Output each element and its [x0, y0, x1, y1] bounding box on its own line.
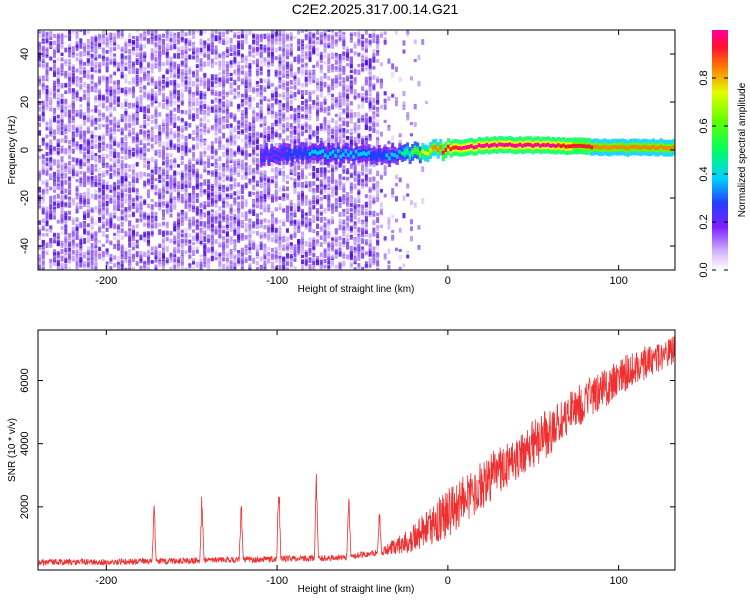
spectrogram-xtick-label: 100	[609, 275, 627, 287]
snr-xtick-label: -200	[95, 575, 117, 587]
spectrogram-noise	[38, 30, 428, 270]
snr-frame	[37, 329, 676, 571]
snr-ytick-label: 2000	[19, 495, 31, 519]
colorbar-tick-label: 0.4	[698, 166, 710, 181]
snr-plot: -200 -100 0 100 2000 4000 6000 Height of strai…	[7, 329, 676, 595]
snr-series-line	[38, 335, 675, 567]
chart-title: C2E2.2025.317.00.14.G21	[291, 1, 459, 17]
spectrogram-xtick-label: 0	[445, 275, 451, 287]
spectrogram-ytick-label: -40	[19, 238, 31, 254]
snr-xtick-label: -100	[266, 575, 288, 587]
snr-xtick-label: 100	[609, 575, 627, 587]
colorbar-label: Normalized spectral amplitude	[737, 82, 748, 217]
spectrogram-ylabel: Frequency (Hz)	[7, 116, 18, 185]
spectrogram-ytick-label: 20	[19, 96, 31, 108]
spectrogram-xtick-label: -200	[95, 275, 117, 287]
colorbar: 0.0 0.2 0.4 0.6 0.8 Normalized spectral ampl…	[698, 30, 748, 278]
spectrogram-ytick-label: 0	[19, 147, 31, 153]
spectrogram-xtick-label: -100	[266, 275, 288, 287]
colorbar-gradient	[712, 30, 728, 270]
snr-xlabel: Height of straight line (km)	[298, 584, 415, 595]
snr-ylabel: SNR (10 * v/v)	[7, 418, 18, 482]
colorbar-tick-label: 0.6	[698, 118, 710, 133]
snr-ytick-label: 6000	[19, 368, 31, 392]
spectrogram-xlabel: Height of straight line (km)	[298, 284, 415, 295]
spectrogram-ytick-label: 40	[19, 48, 31, 60]
spectrogram-ytick-label: -20	[19, 190, 31, 206]
colorbar-tick-label: 0.0	[698, 262, 710, 277]
snr-ytick-label: 4000	[19, 431, 31, 455]
snr-xtick-label: 0	[445, 575, 451, 587]
colorbar-tick-label: 0.2	[698, 214, 710, 229]
spectrogram-signal-track	[260, 135, 675, 167]
colorbar-tick-label: 0.8	[698, 70, 710, 85]
